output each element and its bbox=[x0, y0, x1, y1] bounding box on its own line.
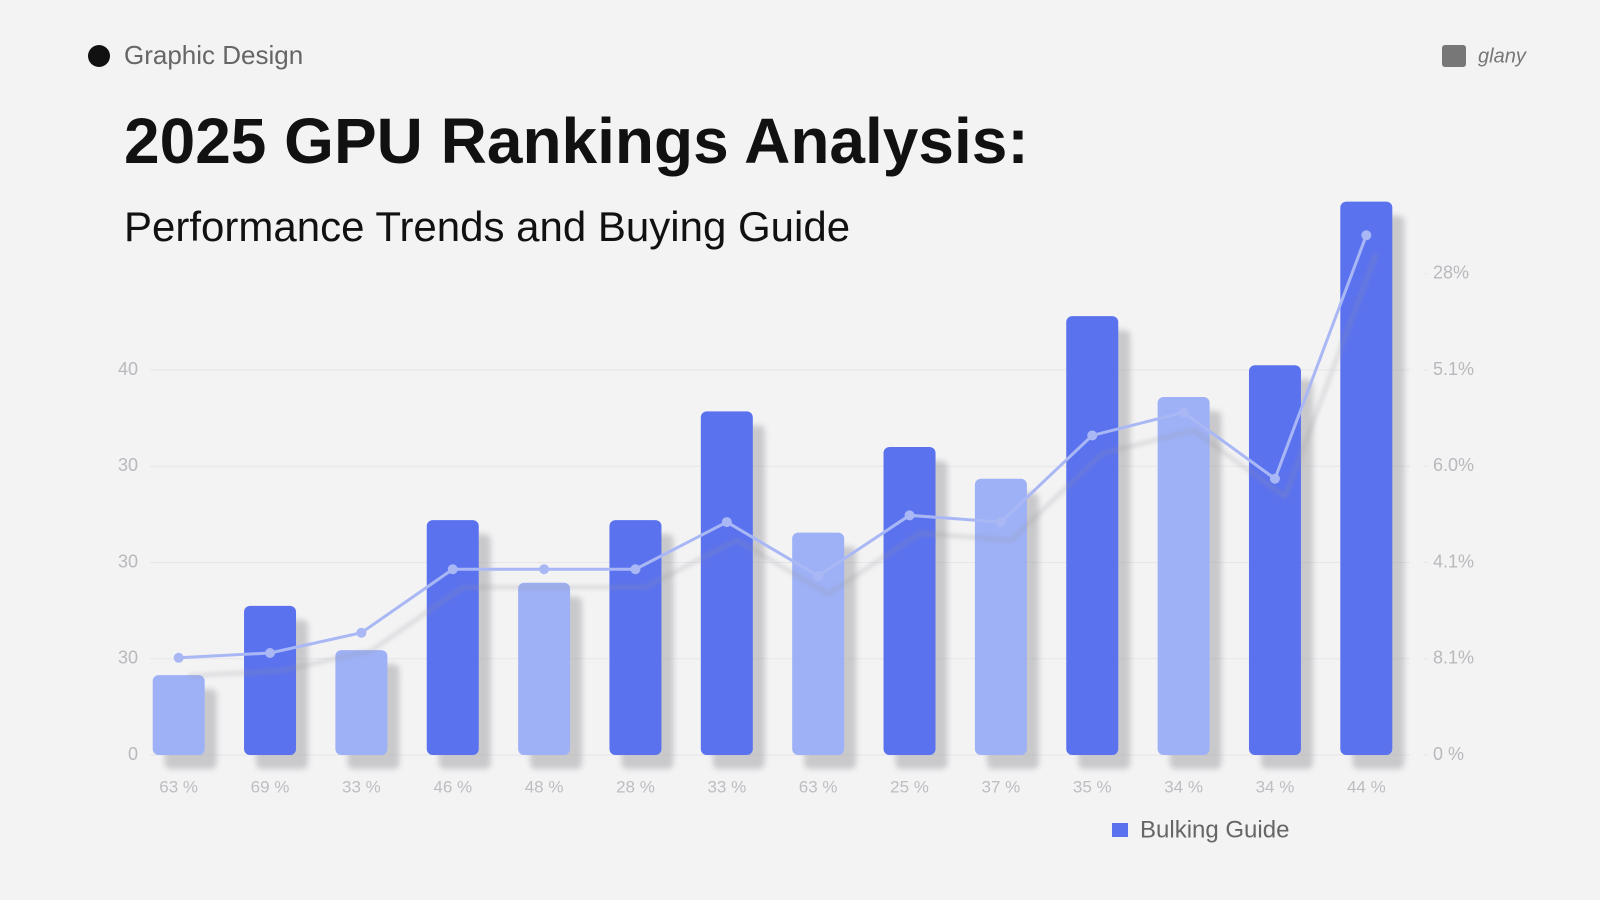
legend-label: Bulking Guide bbox=[1140, 816, 1289, 843]
line-point bbox=[1361, 230, 1372, 241]
x-tick-label: 35 % bbox=[1073, 777, 1112, 796]
y2-tick-label: 0 % bbox=[1433, 744, 1464, 764]
x-tick-label: 28 % bbox=[616, 777, 655, 796]
y-tick-label: 0 bbox=[128, 744, 138, 764]
x-tick-label: 69 % bbox=[251, 777, 290, 796]
bar bbox=[792, 532, 845, 755]
bar bbox=[883, 447, 936, 755]
line-point bbox=[721, 517, 732, 528]
x-tick-label: 33 % bbox=[342, 777, 381, 796]
y-tick-label: 30 bbox=[118, 455, 138, 475]
x-tick-label: 63 % bbox=[799, 777, 838, 796]
line-point bbox=[1087, 430, 1098, 441]
y-tick-label: 40 bbox=[118, 359, 138, 379]
line bbox=[178, 234, 1368, 660]
logo: glany bbox=[1478, 45, 1527, 67]
line-point bbox=[995, 517, 1006, 528]
x-tick-label: 34 % bbox=[1164, 777, 1203, 796]
y2-tick-label: 28% bbox=[1433, 263, 1469, 283]
x-tick-label: 34 % bbox=[1256, 777, 1295, 796]
y-tick-label: 30 bbox=[118, 648, 138, 668]
bar bbox=[1248, 365, 1301, 755]
y-tick-label: 30 bbox=[118, 551, 138, 571]
bar bbox=[1157, 396, 1210, 755]
x-tick-label: 46 % bbox=[433, 777, 472, 796]
bar bbox=[426, 520, 479, 755]
y2-tick-label: 6.0% bbox=[1433, 455, 1474, 475]
x-tick-label: 63 % bbox=[159, 777, 198, 796]
y2-tick-label: 8.1% bbox=[1433, 648, 1474, 668]
line-point bbox=[630, 564, 641, 575]
line-point bbox=[1178, 407, 1189, 418]
line-point bbox=[265, 647, 276, 658]
brand-icon bbox=[88, 45, 110, 67]
logo-icon bbox=[1442, 45, 1466, 67]
line-point bbox=[539, 564, 550, 575]
bar bbox=[1066, 316, 1119, 755]
line-point bbox=[813, 570, 824, 581]
brand: Graphic Design bbox=[124, 40, 303, 70]
bar bbox=[244, 605, 297, 755]
bar bbox=[700, 411, 753, 755]
bar bbox=[335, 650, 388, 755]
line-point bbox=[1269, 473, 1280, 484]
x-tick-label: 33 % bbox=[707, 777, 746, 796]
bar bbox=[152, 675, 205, 755]
subtitle: Performance Trends and Buying Guide bbox=[124, 203, 850, 250]
line-point bbox=[173, 652, 184, 663]
bar bbox=[1340, 201, 1393, 755]
title: 2025 GPU Rankings Analysis: bbox=[124, 105, 1029, 177]
bar bbox=[609, 520, 662, 755]
line-point bbox=[904, 510, 915, 521]
x-tick-label: 48 % bbox=[525, 777, 564, 796]
legend-swatch bbox=[1112, 823, 1128, 837]
y2-tick-label: 5.1% bbox=[1433, 359, 1474, 379]
x-tick-label: 44 % bbox=[1347, 777, 1386, 796]
bar bbox=[518, 582, 571, 755]
x-tick-label: 25 % bbox=[890, 777, 929, 796]
bar bbox=[974, 478, 1027, 755]
y2-tick-label: 4.1% bbox=[1433, 551, 1474, 571]
line-point bbox=[447, 564, 458, 575]
x-tick-label: 37 % bbox=[982, 777, 1021, 796]
line-point bbox=[356, 627, 367, 638]
